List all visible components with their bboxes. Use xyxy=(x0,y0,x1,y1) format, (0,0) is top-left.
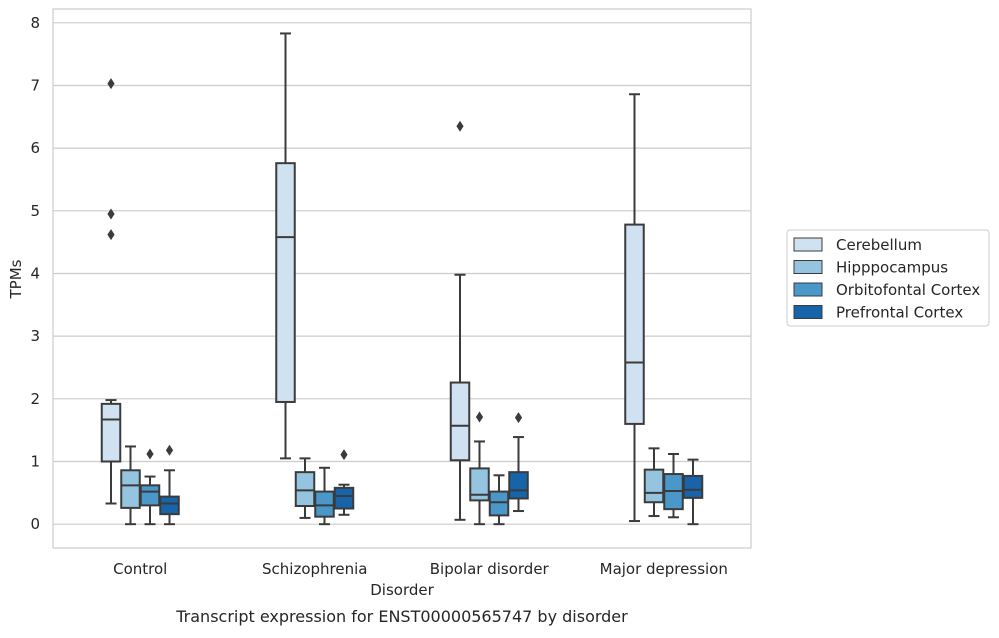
box-iqr xyxy=(159,495,180,516)
x-tick-labels: Control Schizophrenia Bipolar disorder Majo… xyxy=(113,560,728,578)
y-tick-label: 2 xyxy=(30,390,40,408)
box-iqr xyxy=(449,381,471,462)
box-group xyxy=(333,449,355,516)
outlier-marker xyxy=(107,78,115,90)
outlier-marker xyxy=(107,229,115,241)
box-iqr xyxy=(624,223,645,425)
outlier-marker xyxy=(514,412,523,424)
box-group xyxy=(508,412,529,513)
box-group xyxy=(469,411,490,526)
y-axis-label: TPMs xyxy=(7,259,25,299)
y-tick-label: 5 xyxy=(30,202,40,220)
x-tick-label: Bipolar disorder xyxy=(430,560,550,578)
y-tick-label: 1 xyxy=(30,453,40,471)
plot-frame xyxy=(52,8,752,549)
x-tick-label: Major depression xyxy=(600,560,728,578)
outlier-marker xyxy=(340,449,348,461)
legend-swatch xyxy=(793,237,823,252)
box-group xyxy=(139,448,161,526)
legend-label: Hipppocampus xyxy=(836,259,948,277)
box-iqr xyxy=(488,490,510,517)
legend-frame xyxy=(786,229,990,327)
box-group xyxy=(643,447,665,518)
legend-swatch xyxy=(793,305,823,319)
legend-label: Cerebellum xyxy=(836,236,922,254)
legend-label: Orbitofontal Cortex xyxy=(836,281,980,299)
grid-lines xyxy=(53,22,751,525)
box-iqr xyxy=(508,471,529,500)
box-group xyxy=(488,474,510,526)
y-tick-label: 7 xyxy=(30,76,40,94)
outlier-marker xyxy=(165,444,174,456)
box-iqr xyxy=(682,474,704,499)
box-iqr xyxy=(643,468,665,504)
box-group xyxy=(159,444,180,526)
chart-title: Transcript expression for ENST0000056574… xyxy=(175,607,628,626)
box-group xyxy=(449,120,471,521)
legend-label: Prefrontal Cortex xyxy=(836,304,963,322)
legend-swatch xyxy=(793,260,823,274)
box-iqr xyxy=(100,402,122,463)
legend-swatch xyxy=(793,282,823,297)
box-group xyxy=(682,458,704,526)
box-iqr xyxy=(275,162,296,403)
y-tick-labels: 0 1 2 3 4 5 6 7 8 xyxy=(30,14,40,533)
x-tick-label: Control xyxy=(113,560,167,578)
outlier-marker xyxy=(146,448,154,460)
box-group xyxy=(663,452,684,519)
outlier-marker xyxy=(456,120,464,132)
x-axis-label: Disorder xyxy=(370,581,434,599)
box-iqr xyxy=(294,471,316,508)
y-tick-label: 3 xyxy=(30,327,40,345)
outlier-marker xyxy=(107,208,115,220)
box-group xyxy=(120,445,141,526)
box-iqr xyxy=(333,486,355,510)
y-tick-label: 4 xyxy=(30,264,40,282)
box-group xyxy=(314,466,335,526)
box-group xyxy=(100,78,122,505)
box-iqr xyxy=(469,467,490,502)
box-iqr xyxy=(139,484,161,507)
y-tick-label: 0 xyxy=(30,515,40,533)
box-group xyxy=(294,457,316,519)
box-group xyxy=(624,93,645,523)
x-tick-label: Schizophrenia xyxy=(262,560,367,578)
box-group xyxy=(275,32,296,460)
legend: Cerebellum Hipppocampus Orbitofontal Corte… xyxy=(786,229,990,327)
outlier-marker xyxy=(475,411,484,423)
box-iqr xyxy=(120,469,141,509)
plot-boxes xyxy=(100,32,704,526)
y-tick-label: 6 xyxy=(30,139,40,157)
box-iqr xyxy=(314,490,335,518)
y-tick-label: 8 xyxy=(30,14,40,32)
